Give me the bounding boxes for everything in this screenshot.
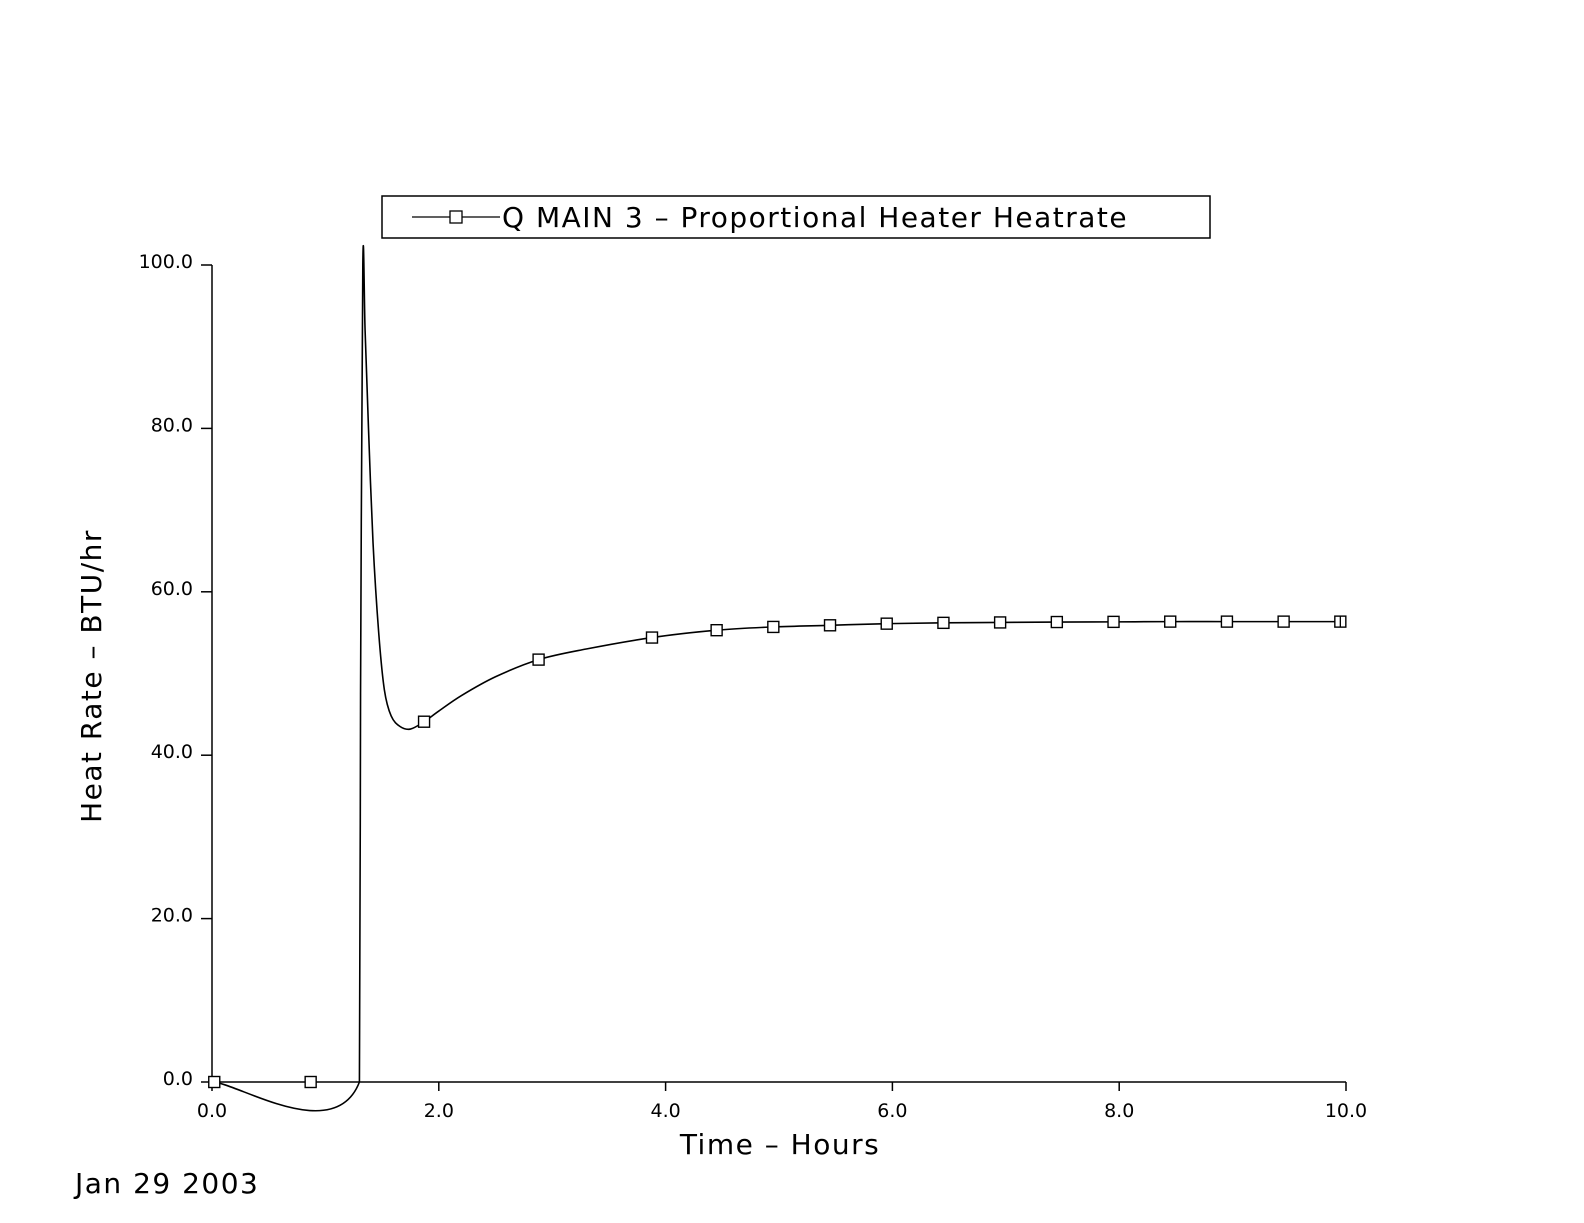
y-tick-label: 20.0 (151, 905, 193, 927)
data-point-marker (1107, 615, 1120, 629)
series-group (208, 244, 1347, 1112)
legend-label: Q MAIN 3 – Proportional Heater Heatrate (502, 201, 1128, 234)
data-point-marker (645, 631, 659, 644)
x-tick-label: 0.0 (197, 1100, 227, 1122)
data-point-marker (880, 617, 893, 630)
legend: Q MAIN 3 – Proportional Heater Heatrate (381, 195, 1211, 239)
data-point-marker (532, 653, 545, 666)
data-point-marker (993, 616, 1007, 629)
y-tick-label: 60.0 (151, 578, 193, 600)
data-point-marker (937, 616, 950, 630)
x-tick-label: 10.0 (1325, 1100, 1367, 1122)
x-axis-ticks: 0.0 2.0 4.0 6.0 8.0 10.0 (197, 1082, 1367, 1122)
axes (211, 265, 1346, 1083)
data-point-marker (304, 1075, 317, 1089)
x-tick-label: 8.0 (1104, 1100, 1134, 1122)
legend-marker-sample (449, 210, 463, 224)
data-point-marker (1164, 615, 1177, 628)
data-point-marker (710, 623, 723, 637)
y-tick-label: 80.0 (151, 414, 193, 436)
data-point-marker (767, 620, 780, 634)
x-tick-label: 2.0 (424, 1100, 454, 1122)
data-point-marker (417, 715, 431, 728)
plot-date: Jan 29 2003 (73, 1167, 259, 1200)
x-axis-title: Time – Hours (679, 1128, 880, 1161)
y-tick-label: 0.0 (163, 1068, 193, 1090)
legend-box (381, 195, 1211, 239)
y-axis-ticks: 0.0 20.0 40.0 60.0 80.0 100.0 (139, 251, 212, 1090)
y-tick-label: 100.0 (139, 251, 193, 273)
y-axis-title: Heat Rate – BTU/hr (75, 529, 108, 823)
series-line (211, 244, 1341, 1112)
data-point-marker (1220, 615, 1234, 628)
y-tick-label: 40.0 (151, 741, 193, 763)
data-point-marker (208, 1075, 221, 1089)
x-tick-label: 6.0 (877, 1100, 907, 1122)
data-point-marker (1277, 615, 1290, 628)
data-point-marker (1050, 615, 1064, 629)
x-tick-label: 4.0 (650, 1100, 680, 1122)
data-point-marker (823, 619, 837, 632)
